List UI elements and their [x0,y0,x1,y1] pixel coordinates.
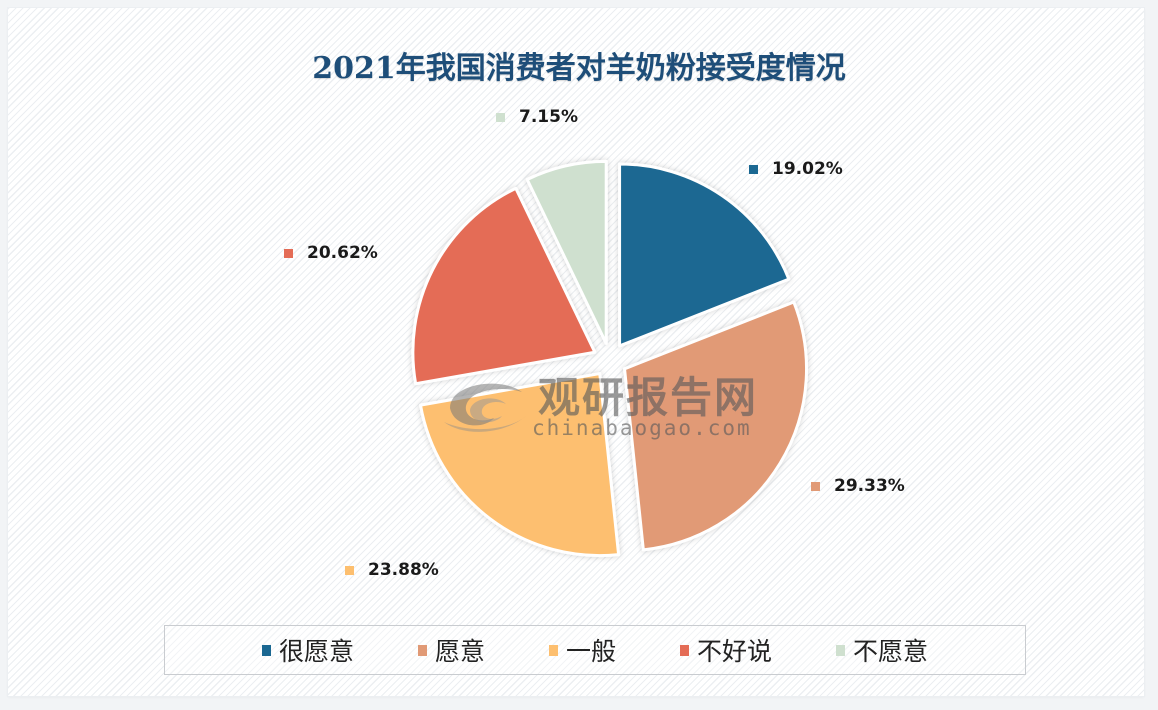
label-swatch [496,112,505,122]
pie-slice-neutral[interactable] [419,372,621,558]
data-label-willing: 29.33% [811,476,905,496]
data-label-very-willing: 19.02% [749,159,843,179]
pie-slice-unwilling[interactable] [525,159,608,345]
legend-item-unsure[interactable]: 不好说 [680,632,772,668]
label-swatch [284,248,293,258]
data-label-unwilling: 7.15% [496,107,578,127]
legend-swatch [680,644,689,656]
label-swatch [749,164,758,174]
legend-item-very-willing[interactable]: 很愿意 [261,632,354,668]
legend-item-neutral[interactable]: 一般 [548,632,616,668]
legend-swatch [548,644,558,656]
legend-swatch [417,644,427,656]
data-label-unsure: 20.62% [284,243,378,263]
legend-swatch [261,644,271,656]
legend-item-willing[interactable]: 愿意 [417,632,485,668]
label-swatch [345,565,354,575]
pie-slice-unsure[interactable] [411,186,597,386]
label-swatch [811,481,820,491]
legend-swatch [836,644,846,656]
pie-slice-willing[interactable] [623,300,809,552]
data-label-neutral: 23.88% [345,560,439,580]
chart-title: 2021年我国消费者对羊奶粉接受度情况 [312,51,846,86]
legend-item-unwilling[interactable]: 不愿意 [836,632,928,668]
legend: 很愿意 愿意 一般 不好说 不愿意 [164,625,1026,675]
pie-slice-very-willing[interactable] [618,162,791,348]
